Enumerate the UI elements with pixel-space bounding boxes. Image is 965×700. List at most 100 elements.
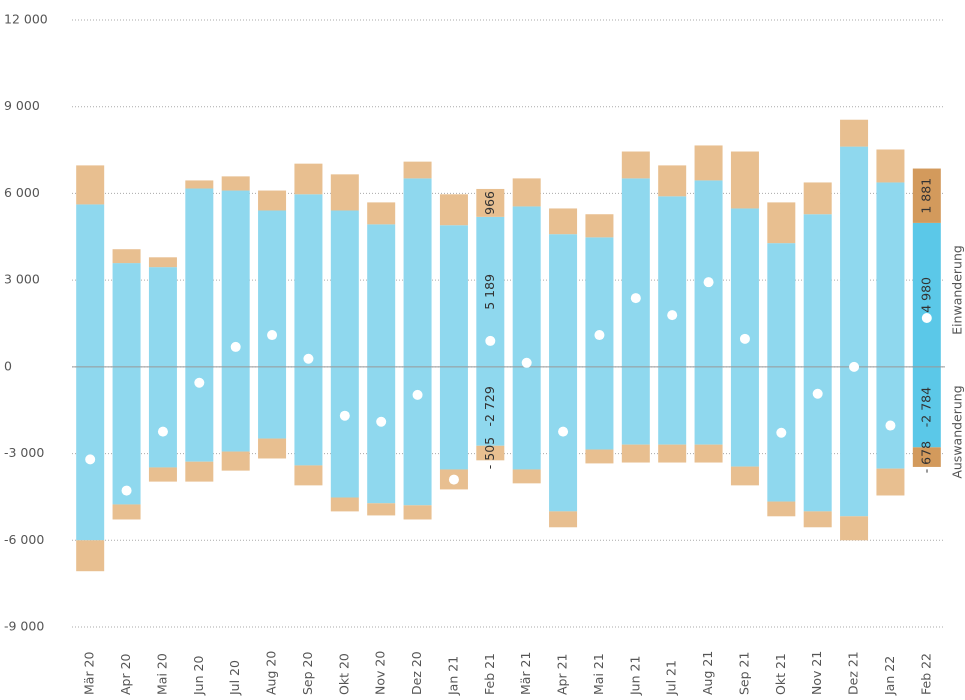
bar-segment <box>803 182 832 215</box>
x-tick-label: Jul 21 <box>664 660 679 696</box>
y-tick-label: 0 <box>4 358 12 373</box>
bar-segment <box>403 366 432 506</box>
bar-segment <box>549 208 578 235</box>
x-tick-label: Aug 21 <box>700 651 715 695</box>
bar-segment <box>439 366 468 470</box>
bar-segment <box>694 366 723 445</box>
bar-segment <box>621 366 650 445</box>
bar-segment <box>549 511 578 528</box>
bar-segment <box>621 151 650 179</box>
bar-segment <box>221 366 250 452</box>
net-dot <box>339 410 350 421</box>
net-dot <box>849 361 860 372</box>
bar-segment <box>876 366 905 469</box>
bar-segment <box>403 161 432 179</box>
bar-segment <box>476 445 505 461</box>
value-label: 4 980 <box>918 277 933 313</box>
bar-segment <box>403 505 432 520</box>
bar-segment <box>367 366 396 504</box>
x-tick-label: Apr 21 <box>555 653 570 695</box>
value-label: 5 189 <box>482 274 497 310</box>
x-tick-label: Feb 22 <box>918 653 933 695</box>
x-tick-label: Dez 20 <box>409 651 424 695</box>
x-tick-label: Apr 20 <box>118 653 133 695</box>
x-tick-label: Feb 21 <box>482 653 497 695</box>
bar-segment <box>403 178 432 367</box>
bar-segment <box>512 178 541 207</box>
net-dot <box>376 416 387 427</box>
value-label: - 505 <box>482 437 497 469</box>
bar-segment <box>912 447 941 467</box>
bar-segment <box>658 196 687 367</box>
bar-segment <box>476 188 505 217</box>
bar-segment <box>367 224 396 367</box>
net-dot <box>812 388 823 399</box>
x-tick-label: Okt 20 <box>336 653 351 695</box>
bar-segment <box>258 190 287 211</box>
net-dot <box>630 293 641 304</box>
y-tick-label: -9 000 <box>4 619 44 634</box>
net-dot <box>267 330 278 341</box>
bar-segment <box>876 468 905 496</box>
bar-segment <box>803 214 832 367</box>
bar-segment <box>549 366 578 512</box>
value-label: - 678 <box>918 441 933 473</box>
x-tick-label: Jul 20 <box>227 660 242 696</box>
value-label: 1 881 <box>918 178 933 214</box>
y-tick-label: 12 000 <box>4 12 48 27</box>
bar-segment <box>221 176 250 191</box>
bar-segment <box>148 366 177 468</box>
net-dot <box>521 357 532 368</box>
annotation: Auswanderung <box>950 385 965 478</box>
bar-segment <box>258 366 287 439</box>
x-tick-label: Jun 20 <box>191 656 206 696</box>
bar-segment <box>367 202 396 225</box>
bar-segment <box>367 503 396 516</box>
net-dot <box>85 454 96 465</box>
x-tick-label: Mai 20 <box>154 653 169 695</box>
net-dot <box>121 485 132 496</box>
bar-segment <box>112 263 141 367</box>
net-dot <box>230 341 241 352</box>
bar-segment <box>658 165 687 197</box>
bar-segment <box>294 194 323 367</box>
bar-segment <box>585 237 614 367</box>
x-tick-label: Sep 21 <box>736 652 751 695</box>
bar-segment <box>512 206 541 367</box>
net-dot <box>303 353 314 364</box>
x-tick-label: Dez 21 <box>846 651 861 695</box>
bar-segment <box>258 210 287 367</box>
bar-segment <box>221 451 250 471</box>
net-dot <box>885 420 896 431</box>
value-label: -2 784 <box>918 387 933 427</box>
bar-segment <box>730 366 759 467</box>
bar-segment <box>148 257 177 268</box>
bar-segment <box>840 119 869 147</box>
bar-segment <box>585 214 614 238</box>
x-tick-label: Nov 21 <box>809 651 824 695</box>
net-dot <box>194 377 205 388</box>
bar-segment <box>439 225 468 367</box>
bar-segment <box>912 366 941 448</box>
net-dot <box>921 313 932 324</box>
y-tick-label: -6 000 <box>4 532 44 547</box>
value-label: -2 729 <box>482 386 497 426</box>
x-tick-label: Nov 20 <box>373 651 388 695</box>
net-dot <box>594 330 605 341</box>
bar-segment <box>148 467 177 482</box>
x-tick-label: Sep 20 <box>300 652 315 695</box>
bar-segment <box>840 366 869 517</box>
bar-segment <box>294 163 323 195</box>
bar-segment <box>876 182 905 367</box>
bar-segment <box>512 366 541 470</box>
bar-segment <box>185 180 214 189</box>
bar-segment <box>585 366 614 450</box>
bar-segment <box>112 249 141 264</box>
x-tick-label: Aug 20 <box>264 651 279 695</box>
y-tick-label: 3 000 <box>4 272 40 287</box>
bar-segment <box>512 469 541 484</box>
net-dot <box>412 389 423 400</box>
bar-segment <box>294 465 323 486</box>
bar-segment <box>76 366 105 541</box>
